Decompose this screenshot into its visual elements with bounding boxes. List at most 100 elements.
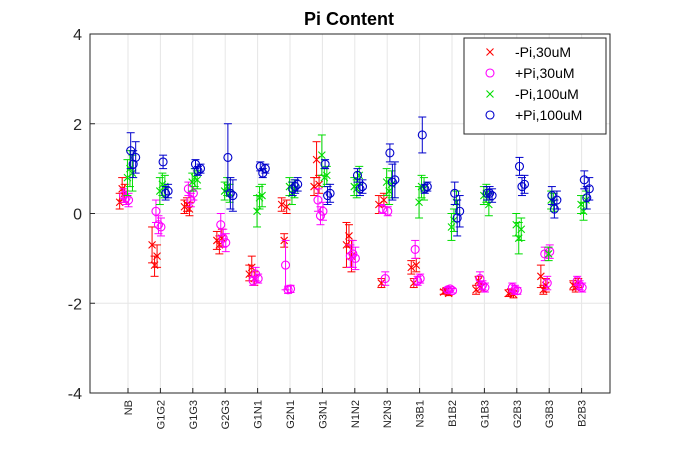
data-point xyxy=(482,188,492,198)
data-point xyxy=(517,182,527,192)
data-point-stroke xyxy=(277,200,286,209)
data-point xyxy=(313,195,323,205)
legend-label: -Pi,100uM xyxy=(515,86,579,102)
x-axis-ticks: NB G1G2 G1G3 G2G3 G1N1 G2N1 G3N1 N1N2 N2N3 N3B1 B1… xyxy=(123,388,589,429)
data-point-stroke xyxy=(407,263,416,272)
data-point xyxy=(415,274,425,284)
data-point-stroke xyxy=(153,252,161,261)
data-point xyxy=(579,175,589,185)
x-tick-label: B1B2 xyxy=(447,400,459,427)
data-point xyxy=(258,191,266,200)
x-tick-label: G1G3 xyxy=(188,400,200,429)
legend-label: -Pi,30uM xyxy=(515,44,571,60)
legend-marker-stroke xyxy=(486,48,494,56)
data-point-stroke xyxy=(322,171,331,180)
x-tick-label: NB xyxy=(123,400,135,415)
data-point-stroke xyxy=(312,155,321,164)
data-point xyxy=(193,166,203,176)
x-tick-label: G2N1 xyxy=(285,400,297,429)
data-point-stroke xyxy=(472,285,480,294)
data-point xyxy=(544,249,553,258)
data-point-stroke xyxy=(517,225,526,234)
grid-lines xyxy=(90,34,610,393)
data-point xyxy=(357,182,368,192)
data-point xyxy=(407,263,416,272)
data-point xyxy=(387,180,396,189)
data-point xyxy=(519,179,530,189)
y-tick-label: 0 xyxy=(73,207,82,224)
y-axis-ticks: -4 -2 0 2 4 xyxy=(68,27,95,403)
data-point xyxy=(387,177,397,187)
y-tick-label: 2 xyxy=(73,117,82,134)
data-point-stroke xyxy=(377,279,386,287)
data-point xyxy=(163,186,173,196)
data-point xyxy=(260,164,270,174)
legend-marker xyxy=(485,68,495,78)
data-point xyxy=(345,251,355,261)
data-point xyxy=(575,280,585,290)
y-tick-label: -4 xyxy=(68,386,82,403)
data-point xyxy=(514,161,525,171)
data-point xyxy=(487,191,497,201)
x-tick-label: N3B1 xyxy=(415,400,427,428)
data-point xyxy=(320,159,330,169)
data-point xyxy=(348,249,358,259)
data-point xyxy=(355,171,364,180)
data-point xyxy=(455,206,465,216)
x-tick-label: N1N2 xyxy=(350,400,362,428)
y-tick-label: -2 xyxy=(68,296,82,313)
data-point xyxy=(512,286,522,296)
chart-title: Pi Content xyxy=(304,9,394,29)
data-point xyxy=(383,206,393,216)
data-point xyxy=(148,241,156,249)
data-point xyxy=(378,204,388,214)
data-point xyxy=(153,252,161,261)
series-4 xyxy=(126,116,594,237)
legend-marker xyxy=(486,90,494,98)
data-point-stroke xyxy=(315,180,323,189)
data-point-stroke xyxy=(345,232,353,240)
data-point xyxy=(195,164,206,174)
data-point xyxy=(413,276,423,286)
data-point-stroke xyxy=(352,184,361,193)
data-point xyxy=(379,196,388,204)
x-tick-label: N2N3 xyxy=(382,400,394,428)
x-tick-label: G2G3 xyxy=(220,400,232,429)
data-point xyxy=(221,238,231,248)
series-2 xyxy=(119,181,587,296)
data-point xyxy=(410,244,420,254)
y-tick-label: 4 xyxy=(73,27,82,44)
x-tick-label: G1G2 xyxy=(155,400,167,429)
data-point xyxy=(281,260,291,270)
x-tick-label: G1N1 xyxy=(253,400,265,429)
legend-label: +Pi,30uM xyxy=(515,65,575,81)
data-point xyxy=(318,206,328,216)
data-point xyxy=(317,151,326,160)
data-point xyxy=(417,130,427,140)
data-point xyxy=(158,157,168,167)
data-point xyxy=(325,188,335,198)
data-point xyxy=(225,188,235,198)
x-tick-label: G3N1 xyxy=(317,400,329,429)
x-tick-label: G2B3 xyxy=(512,400,524,428)
data-point-stroke xyxy=(317,151,326,160)
data-point xyxy=(253,274,263,284)
data-point xyxy=(153,220,164,230)
data-point xyxy=(293,179,303,189)
data-point-stroke xyxy=(290,184,299,193)
data-point-stroke xyxy=(387,180,396,189)
data-point xyxy=(352,170,363,180)
data-point xyxy=(582,193,592,203)
data-point xyxy=(312,155,321,164)
data-point xyxy=(323,191,333,201)
data-point-stroke xyxy=(412,261,421,269)
data-point xyxy=(277,200,286,209)
data-point xyxy=(552,195,562,205)
data-point xyxy=(345,232,353,240)
data-point xyxy=(322,171,331,180)
legend-marker-stroke xyxy=(486,90,494,98)
data-point-stroke xyxy=(258,191,266,200)
data-marks xyxy=(115,116,594,299)
data-point xyxy=(223,152,233,162)
